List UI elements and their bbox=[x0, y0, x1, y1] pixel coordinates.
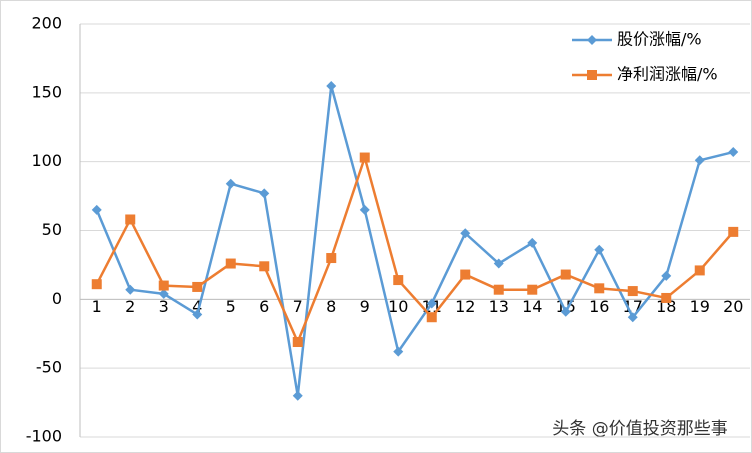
x-tick-label: 14 bbox=[522, 297, 542, 316]
series-marker bbox=[594, 244, 605, 255]
series-marker bbox=[728, 147, 739, 158]
x-tick-label: 9 bbox=[360, 297, 370, 316]
series-marker bbox=[527, 284, 538, 295]
series-marker bbox=[493, 258, 504, 269]
series-marker bbox=[493, 284, 504, 295]
series-marker bbox=[292, 337, 303, 348]
series-marker bbox=[393, 275, 404, 286]
y-tick-label: 50 bbox=[42, 220, 62, 239]
x-tick-label: 1 bbox=[92, 297, 102, 316]
series-marker bbox=[91, 279, 102, 290]
series-marker bbox=[460, 228, 471, 239]
x-tick-label: 18 bbox=[656, 297, 676, 316]
series-marker bbox=[527, 237, 538, 248]
series-marker bbox=[125, 284, 136, 295]
series-line bbox=[95, 156, 735, 344]
x-tick-label: 12 bbox=[455, 297, 475, 316]
x-tick-label: 5 bbox=[226, 297, 236, 316]
x-tick-label: 19 bbox=[690, 297, 710, 316]
x-tick-label: 20 bbox=[723, 297, 743, 316]
x-tick-label: 8 bbox=[326, 297, 336, 316]
series-marker bbox=[192, 309, 203, 320]
y-tick-label: -50 bbox=[36, 358, 62, 377]
x-tick-label: 2 bbox=[125, 297, 135, 316]
watermark: 头条 @价值投资那些事 bbox=[552, 419, 727, 439]
y-tick-label: 0 bbox=[52, 289, 62, 308]
series-marker bbox=[694, 265, 705, 276]
series-marker bbox=[259, 188, 270, 199]
series-marker bbox=[426, 312, 437, 323]
y-tick-label: 200 bbox=[31, 14, 62, 33]
series-marker bbox=[158, 280, 169, 291]
series-marker bbox=[192, 281, 203, 292]
series-marker bbox=[594, 283, 605, 294]
legend-marker bbox=[587, 70, 597, 80]
series-marker bbox=[158, 288, 169, 299]
series-marker bbox=[259, 261, 270, 272]
series-marker bbox=[292, 390, 303, 401]
series-marker bbox=[627, 286, 638, 297]
series-line bbox=[95, 84, 734, 397]
legend-label: 股价涨幅/% bbox=[617, 30, 702, 49]
legend-marker bbox=[587, 35, 597, 45]
series-marker bbox=[661, 270, 672, 281]
series-marker bbox=[91, 204, 102, 215]
x-tick-label: 7 bbox=[293, 297, 303, 316]
series-marker bbox=[359, 204, 370, 215]
series-marker bbox=[359, 152, 370, 163]
y-tick-label: 100 bbox=[31, 151, 62, 170]
series-marker bbox=[326, 80, 337, 91]
series-marker bbox=[326, 253, 337, 264]
series-marker bbox=[393, 346, 404, 357]
series-marker bbox=[560, 269, 571, 280]
y-tick-label: 150 bbox=[31, 82, 62, 101]
series-marker bbox=[560, 306, 571, 317]
x-tick-label: 13 bbox=[489, 297, 509, 316]
y-tick-label: -100 bbox=[26, 427, 62, 446]
x-tick-label: 4 bbox=[192, 297, 202, 316]
series-marker bbox=[225, 178, 236, 189]
series-marker bbox=[728, 226, 739, 237]
series-marker bbox=[426, 298, 437, 309]
x-tick-label: 3 bbox=[159, 297, 169, 316]
x-tick-label: 6 bbox=[259, 297, 269, 316]
series-marker bbox=[627, 312, 638, 323]
series-marker bbox=[225, 258, 236, 269]
legend-label: 净利润涨幅/% bbox=[617, 65, 718, 84]
x-tick-label: 10 bbox=[388, 297, 408, 316]
series-marker bbox=[661, 292, 672, 303]
x-tick-label: 16 bbox=[589, 297, 609, 316]
series-marker bbox=[694, 155, 705, 166]
series-marker bbox=[460, 269, 471, 280]
series-marker bbox=[125, 214, 136, 225]
